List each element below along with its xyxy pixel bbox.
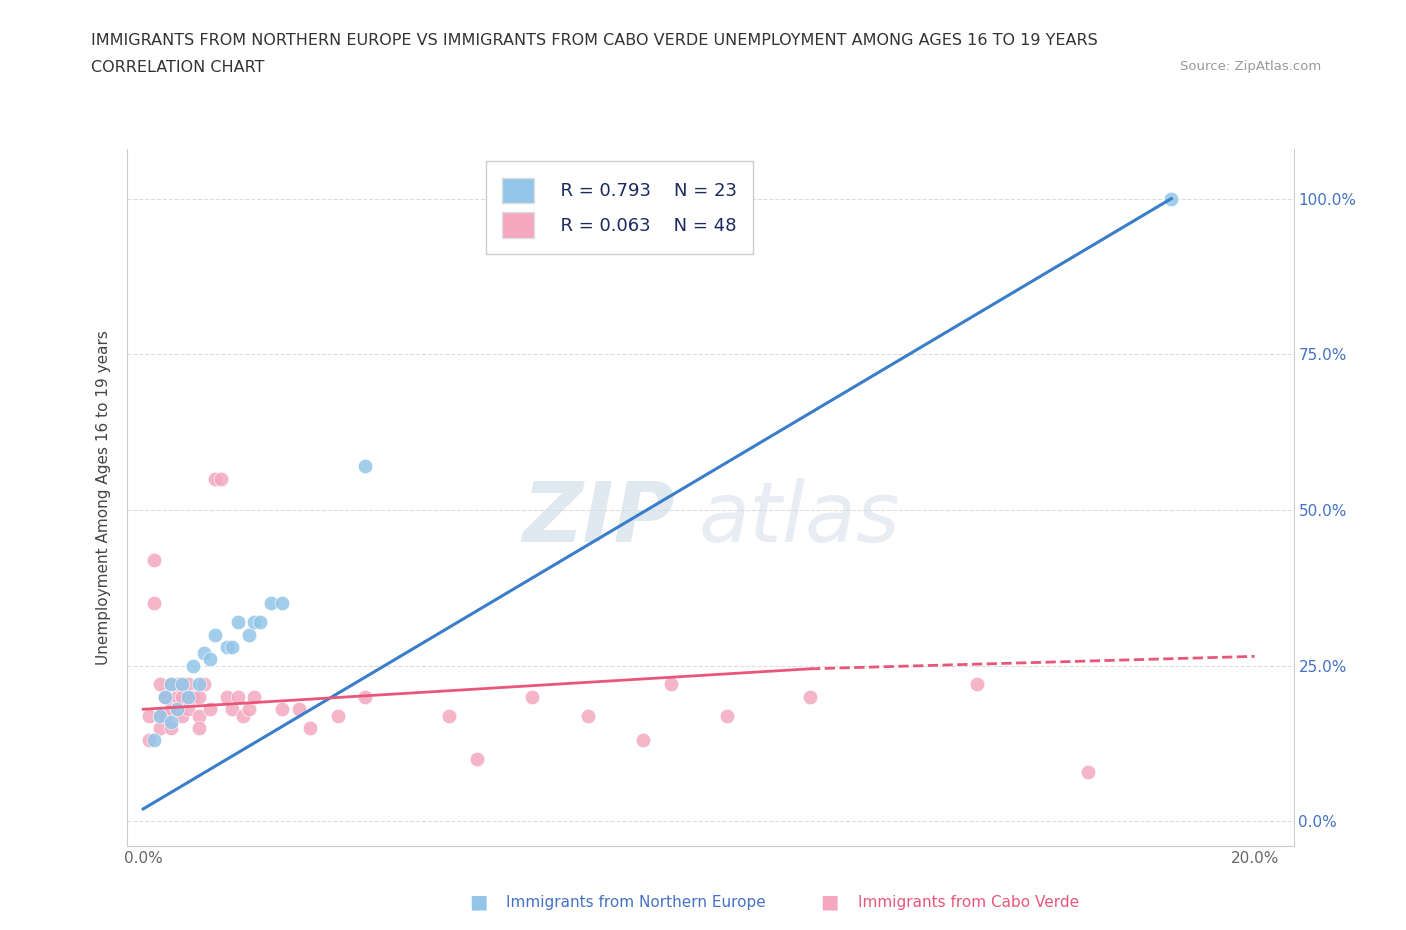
Text: CORRELATION CHART: CORRELATION CHART — [91, 60, 264, 75]
Point — [172, 689, 194, 704]
Point — [522, 689, 544, 704]
Point — [354, 459, 377, 474]
Point — [143, 552, 166, 567]
Text: Immigrants from Northern Europe: Immigrants from Northern Europe — [506, 895, 766, 910]
Text: ■: ■ — [468, 893, 488, 911]
Point — [149, 708, 172, 723]
Point — [238, 702, 260, 717]
Point — [181, 689, 204, 704]
Point — [155, 689, 177, 704]
Point — [149, 677, 172, 692]
Point — [172, 677, 194, 692]
Point — [1077, 764, 1099, 779]
Point — [149, 721, 172, 736]
Point — [226, 689, 249, 704]
Point — [576, 708, 599, 723]
Point — [204, 472, 226, 486]
Point — [187, 708, 209, 723]
Point — [966, 677, 988, 692]
Point — [160, 677, 183, 692]
Point — [138, 708, 160, 723]
Point — [166, 677, 188, 692]
Point — [176, 689, 198, 704]
Point — [226, 615, 249, 630]
Point — [160, 714, 183, 729]
Point — [160, 721, 183, 736]
Text: Immigrants from Cabo Verde: Immigrants from Cabo Verde — [858, 895, 1078, 910]
Point — [176, 702, 198, 717]
Point — [204, 627, 226, 642]
Point — [143, 596, 166, 611]
Point — [155, 689, 177, 704]
Point — [187, 689, 209, 704]
Text: IMMIGRANTS FROM NORTHERN EUROPE VS IMMIGRANTS FROM CABO VERDE UNEMPLOYMENT AMONG: IMMIGRANTS FROM NORTHERN EUROPE VS IMMIG… — [91, 33, 1098, 47]
Point — [187, 721, 209, 736]
Point — [187, 677, 209, 692]
Text: ZIP: ZIP — [523, 478, 675, 559]
Point — [198, 652, 221, 667]
Point — [209, 472, 232, 486]
Point — [298, 721, 321, 736]
Point — [260, 596, 283, 611]
Point — [243, 689, 266, 704]
Point — [716, 708, 738, 723]
Point — [221, 640, 243, 655]
Point — [155, 708, 177, 723]
Point — [633, 733, 655, 748]
Point — [232, 708, 254, 723]
Point — [193, 645, 215, 660]
Point — [181, 658, 204, 673]
Point — [326, 708, 349, 723]
Point — [288, 702, 311, 717]
Point — [799, 689, 821, 704]
Point — [238, 627, 260, 642]
Point — [354, 689, 377, 704]
Point — [160, 702, 183, 717]
Point — [243, 615, 266, 630]
Text: atlas: atlas — [699, 478, 900, 559]
Point — [149, 708, 172, 723]
Point — [138, 733, 160, 748]
Point — [271, 596, 294, 611]
Point — [215, 640, 238, 655]
Point — [465, 751, 488, 766]
Point — [1160, 192, 1182, 206]
Point — [659, 677, 682, 692]
Point — [172, 708, 194, 723]
Text: ■: ■ — [820, 893, 839, 911]
Y-axis label: Unemployment Among Ages 16 to 19 years: Unemployment Among Ages 16 to 19 years — [96, 330, 111, 665]
Point — [198, 702, 221, 717]
Point — [176, 677, 198, 692]
Point — [166, 702, 188, 717]
Point — [166, 689, 188, 704]
Point — [160, 677, 183, 692]
Point — [166, 702, 188, 717]
Point — [271, 702, 294, 717]
Point — [221, 702, 243, 717]
Point — [193, 677, 215, 692]
Point — [437, 708, 460, 723]
Legend:   R = 0.793    N = 23,   R = 0.063    N = 48: R = 0.793 N = 23, R = 0.063 N = 48 — [485, 161, 754, 254]
Point — [249, 615, 271, 630]
Point — [143, 733, 166, 748]
Text: Source: ZipAtlas.com: Source: ZipAtlas.com — [1181, 60, 1322, 73]
Point — [215, 689, 238, 704]
